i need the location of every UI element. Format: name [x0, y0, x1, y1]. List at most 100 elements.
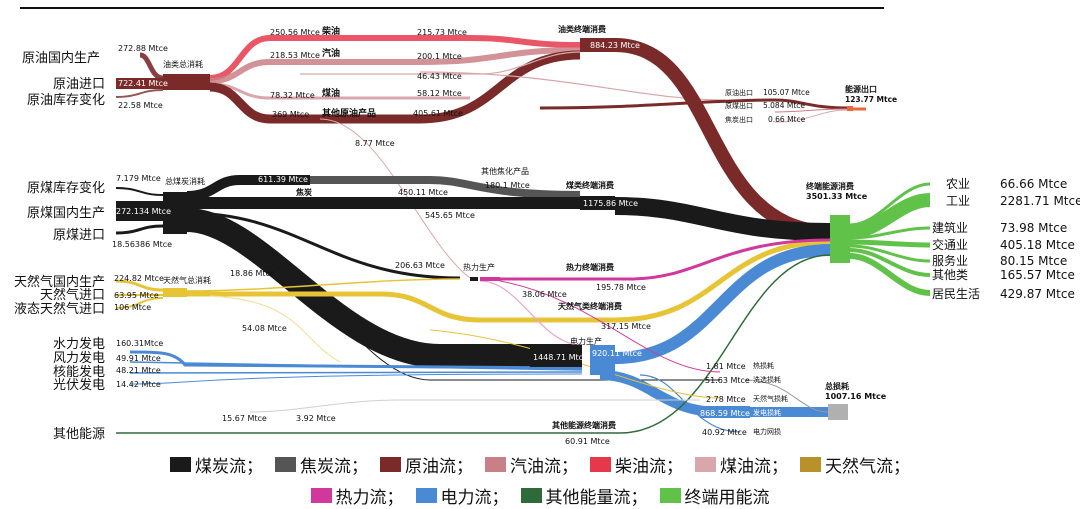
label-end-use: 终端能源消费: [805, 181, 854, 191]
flow-gasoline: [209, 47, 581, 84]
flow-sector-industry: [849, 193, 931, 239]
value-coal-import: 18.56386 Mtce: [112, 240, 172, 249]
value-other-b: 3.92 Mtce: [296, 414, 336, 423]
label-export-crude: 原油出口: [725, 88, 753, 97]
legend-swatch: [380, 457, 401, 472]
legend-label: 煤炭流；: [195, 457, 263, 477]
loss-wash-label: 洗选损耗: [753, 375, 781, 384]
loss-heat-value: 1.81 Mtce: [706, 362, 746, 371]
label-energy-export: 能源出口: [845, 84, 877, 94]
legend-swatch: [170, 457, 191, 472]
label-power-prod: 电力生产: [570, 336, 602, 346]
value-crude-domestic: 272.88 Mtce: [118, 44, 168, 53]
flow-heat-final: [500, 238, 831, 281]
flow-sector-service: [849, 244, 931, 263]
flow-diesel: [209, 35, 581, 81]
label-lng-import: 液态天然气进口: [14, 301, 105, 317]
value-coal-domestic: 272.134 Mtce: [116, 207, 171, 216]
oil-gasoline-name: 汽油: [322, 47, 340, 59]
node-coke: [250, 175, 310, 185]
sector-agri-name: 农业: [946, 177, 970, 191]
oil-kerosene-out: 58.12 Mtce: [417, 89, 462, 98]
value-heat-power: 38.06 Mtce: [522, 290, 567, 299]
loss-wash-value: 51.63 Mtce: [705, 376, 750, 385]
flow-crude-stock: [115, 89, 164, 98]
oil-diesel-in: 250.56 Mtce: [270, 28, 320, 37]
legend-swatch: [590, 457, 611, 472]
sector-resident-name: 居民生活: [932, 287, 980, 301]
node-power-out: [590, 345, 615, 375]
oil-gasoline-in: 218.53 Mtce: [270, 51, 320, 60]
loss-gas-label: 天然气损耗: [753, 394, 788, 403]
flow-power-grid: [639, 374, 741, 433]
value-crude-stock: 22.58 Mtce: [118, 101, 163, 110]
loss-heat-label: 热损耗: [753, 361, 774, 370]
flow-other-final: [619, 254, 831, 434]
legend-item-heat: 热力流；: [310, 483, 404, 508]
legend-item-diesel: 柴油流；: [590, 452, 683, 477]
flow-coal-stock: [115, 187, 164, 196]
value-gas-domestic: 224.82 Mtce: [114, 274, 164, 283]
label-crude-import: 原油进口: [53, 77, 105, 92]
flow-coke-mid: [310, 176, 581, 199]
sector-construction-value: 73.98 Mtce: [1000, 221, 1067, 235]
label-wind: 风力发电: [53, 350, 105, 366]
flow-gas-domestic: [115, 279, 164, 292]
flow-oil-other: [209, 50, 581, 124]
value-lng-import: 106 Mtce: [114, 303, 151, 312]
label-hydro: 水力发电: [53, 336, 105, 352]
value-coal-final: 1175.86 Mtce: [583, 199, 638, 208]
flow-export-coke: [774, 109, 848, 123]
legend-swatch: [415, 488, 437, 503]
legend-label: 其他能量流；: [545, 488, 648, 508]
legend-label: 终端用能流: [684, 488, 770, 508]
sector-other-name: 其他类: [932, 268, 968, 282]
value-gas-heat: 18.86 Mtce: [230, 269, 275, 278]
label-gas-total: 天然气总消耗: [163, 275, 211, 285]
oil-diesel-name: 柴油: [321, 25, 340, 37]
legend-swatch: [520, 488, 542, 503]
flow-coke-other: [429, 177, 481, 186]
value-export-coal: 5.084 Mtce: [763, 101, 805, 110]
oil-gasoline-out: 200.1 Mtce: [417, 52, 462, 61]
legend-item-gasoline: 汽油流；: [485, 452, 578, 477]
value-power-in: 1448.71 Mtce: [533, 353, 588, 362]
value-coal-heat: 206.63 Mtce: [395, 261, 445, 270]
value-end-use: 3501.33 Mtce: [806, 192, 868, 201]
legend-item-final: 终端用能流: [659, 483, 770, 508]
flow-wind: [129, 361, 583, 371]
value-export-crude: 105.07 Mtce: [763, 88, 810, 97]
node-power-in: [530, 345, 582, 367]
value-hydro: 160.31Mtce: [116, 339, 163, 348]
sector-transport-name: 交通业: [932, 237, 968, 252]
node-loss-total: [828, 404, 848, 420]
oil-kerosene-in: 78.32 Mtce: [270, 91, 315, 100]
flow-solar: [129, 373, 583, 385]
flow-heat-power: [479, 280, 583, 346]
value-total-loss: 1007.16 Mtce: [825, 392, 887, 401]
label-oil-total: 油类总消耗: [163, 59, 203, 69]
flow-sector-construction: [849, 226, 931, 240]
sector-resident-value: 429.87 Mtce: [1000, 287, 1075, 301]
node-export: [847, 106, 853, 111]
legend-label: 汽油流；: [510, 457, 578, 477]
label-crude-stock: 原油库存变化: [27, 92, 105, 108]
flow-power-final: [614, 244, 831, 364]
label-other: 其他能源: [53, 427, 105, 442]
legend-row-2: 热力流； 电力流； 其他能量流； 终端用能流: [0, 483, 1080, 508]
node-gas-total: [163, 288, 187, 297]
value-oil-final: 884.23 Mtce: [590, 41, 640, 50]
node-oil-final: [580, 38, 615, 52]
flow-coal-loss-line: [229, 229, 720, 381]
label-coke: 焦炭: [295, 187, 312, 197]
label-export-coke: 焦炭出口: [725, 115, 753, 124]
sankey-svg: 原油国内生产 272.88 Mtce 原油进口 722.41 Mtce 原油库存…: [14, 7, 1080, 446]
node-coal-final: [580, 196, 615, 210]
oil-kerosene-name: 煤油: [322, 87, 340, 99]
oil-other-in: 369 Mtce: [272, 110, 309, 119]
oil-other-name: 其他原油产品: [322, 107, 376, 119]
legend-label: 焦炭流；: [300, 457, 368, 477]
label-coal-stock: 原煤库存变化: [27, 180, 105, 196]
legend-label: 天然气流；: [825, 457, 910, 477]
